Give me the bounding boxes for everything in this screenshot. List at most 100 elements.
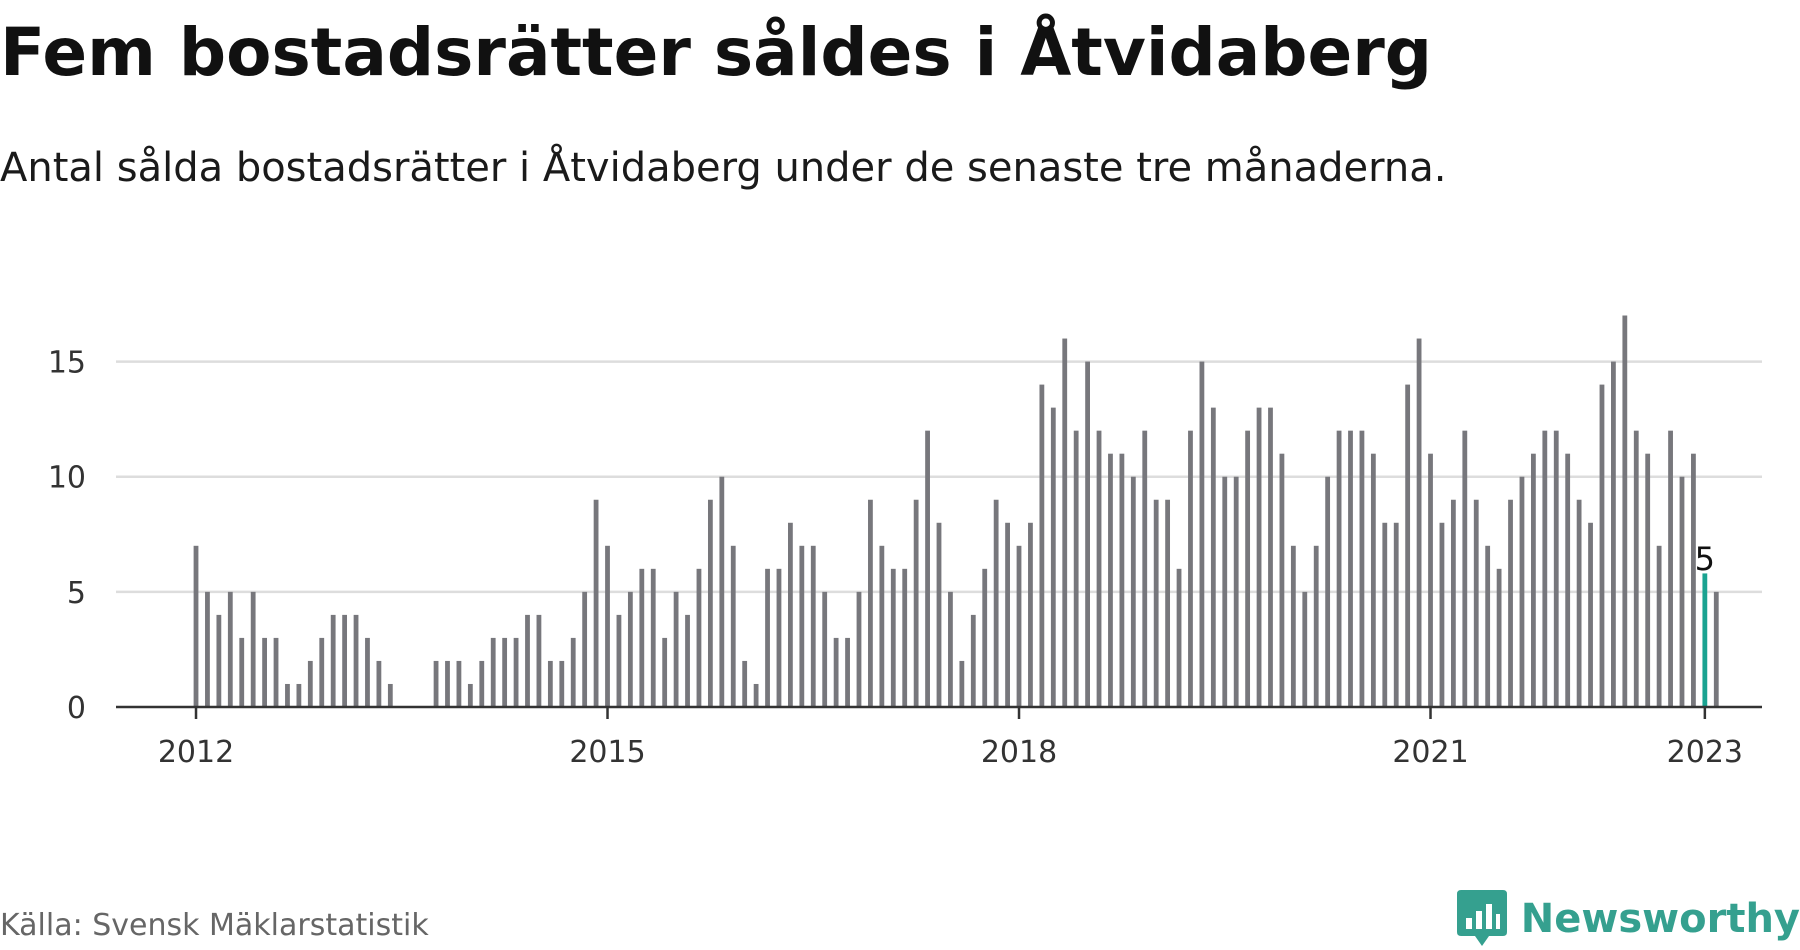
bar — [1450, 499, 1456, 707]
bar — [1050, 407, 1056, 707]
x-axis-ticks: 2012 2015 2018 2021 2023 — [158, 707, 1743, 770]
bar — [239, 637, 245, 707]
bar — [193, 545, 199, 707]
bar — [1405, 384, 1411, 707]
bar — [205, 591, 210, 707]
bar — [1485, 545, 1491, 707]
bar — [1691, 453, 1696, 707]
bar — [1016, 545, 1022, 707]
bar — [902, 568, 908, 707]
bar — [1313, 545, 1319, 707]
bar — [1668, 430, 1673, 707]
bar — [719, 476, 725, 707]
bar — [662, 637, 668, 707]
bar — [616, 614, 622, 707]
bar — [1268, 407, 1273, 707]
bar — [330, 614, 336, 707]
x-tick-label: 2018 — [981, 735, 1057, 770]
bar — [1565, 453, 1571, 707]
bar — [1599, 384, 1605, 707]
bar — [285, 683, 290, 707]
bar — [1222, 476, 1228, 707]
bar — [1210, 407, 1216, 707]
bar — [936, 522, 942, 707]
bar — [456, 660, 462, 707]
bar-chart-speech-bubble-icon — [1456, 890, 1507, 946]
bar — [1611, 361, 1616, 707]
bar — [1382, 522, 1388, 707]
highlight-bar — [1702, 573, 1708, 707]
bar — [948, 591, 953, 707]
chart-title: Fem bostadsrätter såldes i Åtvidaberg — [0, 14, 1433, 91]
bar — [490, 637, 496, 707]
bar — [1279, 453, 1285, 707]
bar — [1416, 338, 1422, 707]
bar — [365, 637, 370, 707]
y-tick-label: 0 — [67, 691, 86, 726]
bar — [570, 637, 576, 707]
bar — [445, 660, 450, 707]
newsworthy-logo[interactable]: Newsworthy — [1456, 888, 1800, 950]
bar — [1165, 499, 1171, 707]
bar — [593, 499, 599, 707]
bar — [1290, 545, 1296, 707]
bar — [1336, 430, 1342, 707]
bar — [685, 614, 690, 707]
bar — [1428, 453, 1433, 707]
bar — [913, 499, 919, 707]
bar — [536, 614, 542, 707]
bar — [1393, 522, 1399, 707]
y-tick-label: 5 — [67, 576, 86, 611]
bar — [753, 683, 759, 707]
bar — [1142, 430, 1148, 707]
bar — [707, 499, 713, 707]
bar — [765, 568, 770, 707]
bar — [788, 522, 793, 707]
bar — [650, 568, 656, 707]
bar — [479, 660, 485, 707]
bar — [250, 591, 256, 707]
bar — [890, 568, 896, 707]
bar — [433, 660, 439, 707]
bar — [1325, 476, 1331, 707]
bar — [1199, 361, 1205, 707]
bar — [970, 614, 976, 707]
bar — [993, 499, 999, 707]
bar — [513, 637, 519, 707]
bar — [879, 545, 885, 707]
bar — [1005, 522, 1010, 707]
bar — [1713, 591, 1719, 707]
bar — [1519, 476, 1525, 707]
bar — [1656, 545, 1662, 707]
bar — [845, 637, 850, 707]
bar — [1576, 499, 1582, 707]
chart-subtitle: Antal sålda bostadsrätter i Åtvidaberg u… — [0, 145, 1447, 191]
bar — [730, 545, 736, 707]
bars — [193, 315, 1719, 707]
bar — [262, 637, 267, 707]
bar — [1530, 453, 1536, 707]
bar — [959, 660, 965, 707]
x-tick-label: 2015 — [569, 735, 645, 770]
bar — [502, 637, 508, 707]
bar — [1645, 453, 1651, 707]
bar — [273, 637, 279, 707]
bar — [307, 660, 313, 707]
bar — [833, 637, 839, 707]
bar — [1496, 568, 1502, 707]
bar — [1679, 476, 1685, 707]
bar — [982, 568, 988, 707]
bar — [1370, 453, 1376, 707]
bar — [216, 614, 222, 707]
highlight-value-label: 5 — [1695, 540, 1715, 578]
y-tick-label: 10 — [48, 461, 86, 496]
brand-name: Newsworthy — [1520, 896, 1800, 942]
bar — [1085, 361, 1090, 707]
bar — [353, 614, 359, 707]
bar — [1039, 384, 1045, 707]
bar — [1119, 453, 1125, 707]
bar — [1153, 499, 1159, 707]
bar — [1439, 522, 1445, 707]
bar — [296, 683, 302, 707]
bar — [319, 637, 325, 707]
